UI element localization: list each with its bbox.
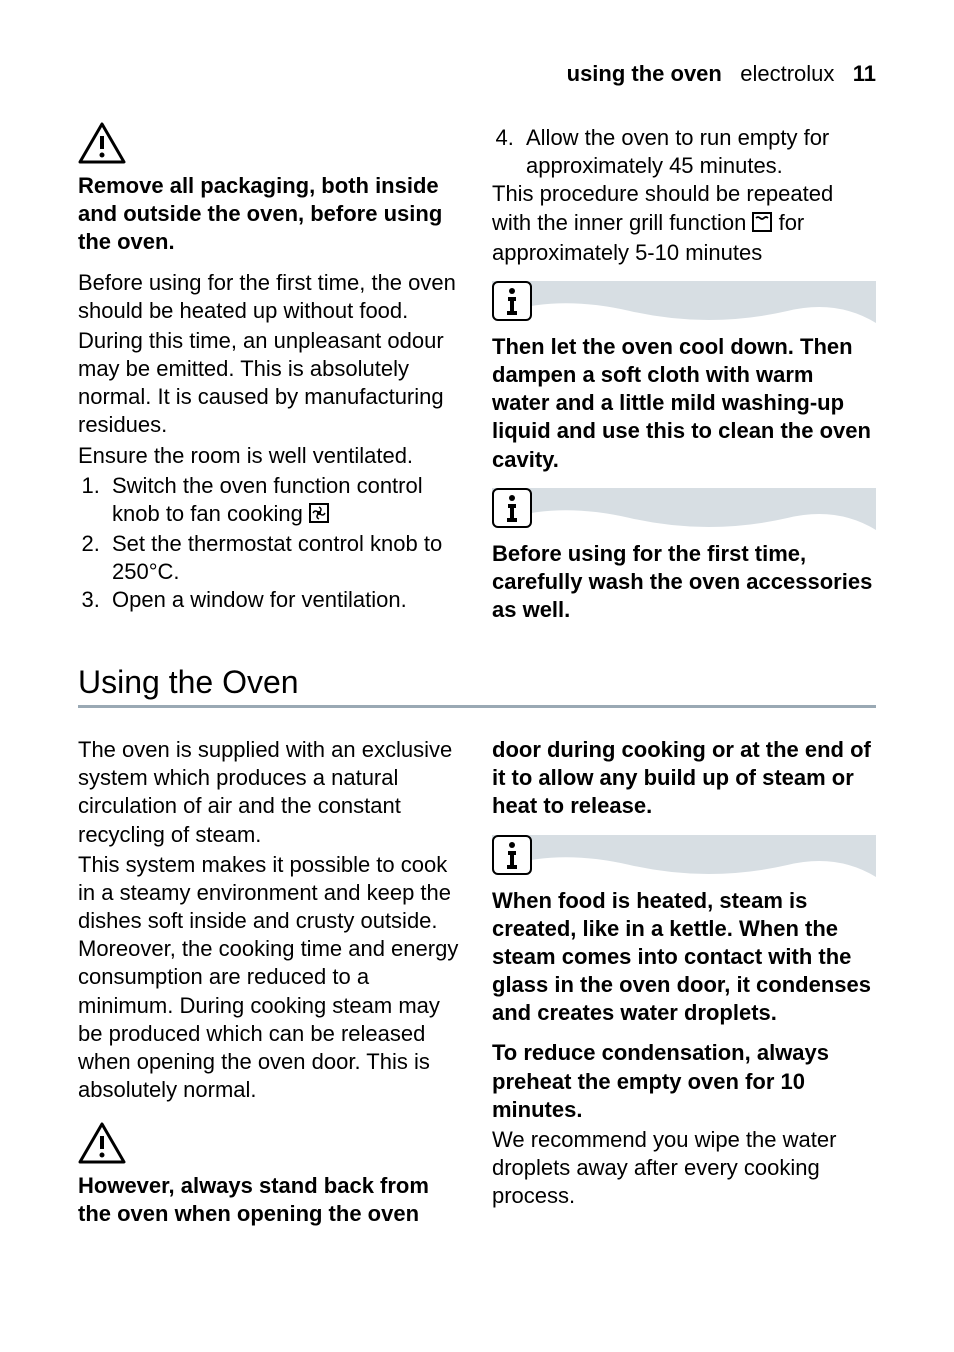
ventilation-note: Ensure the room is well ventilated. xyxy=(78,442,462,470)
warn-text-2: However, always stand back from the oven… xyxy=(78,1172,462,1228)
page-header: using the oven electrolux 11 xyxy=(78,60,876,88)
top-right-col: Allow the oven to run empty for approxim… xyxy=(492,122,876,626)
list-item: Allow the oven to run empty for approxim… xyxy=(520,124,876,180)
steam-info: When food is heated, steam is created, l… xyxy=(492,887,876,1028)
bottom-right-col: door during cooking or at the end of it … xyxy=(492,736,876,1230)
header-section: using the oven xyxy=(567,61,722,86)
list-item: Switch the oven function control knob to… xyxy=(106,472,462,530)
info-icon xyxy=(492,488,532,528)
list-item: Open a window for ventilation. xyxy=(106,586,462,614)
info-banner-1 xyxy=(492,281,876,323)
header-page: 11 xyxy=(853,61,876,86)
warn-text-1: Remove all packaging, both inside and ou… xyxy=(78,172,462,256)
info-icon xyxy=(492,281,532,321)
section-title: Using the Oven xyxy=(78,662,876,703)
bottom-left-col: The oven is supplied with an exclusive s… xyxy=(78,736,462,1230)
bottom-columns: The oven is supplied with an exclusive s… xyxy=(78,736,876,1230)
condensation-bold: To reduce condensation, always preheat t… xyxy=(492,1039,876,1123)
info-icon xyxy=(492,835,532,875)
first-use-p1: Before using for the first time, the ove… xyxy=(78,269,462,325)
oven-system-p1: The oven is supplied with an exclusive s… xyxy=(78,736,462,849)
fan-cooking-icon xyxy=(309,502,329,530)
warning-icon xyxy=(78,1122,462,1164)
warning-icon xyxy=(78,122,462,164)
setup-steps-cont: Allow the oven to run empty for approxim… xyxy=(492,124,876,180)
header-brand: electrolux xyxy=(728,61,853,86)
oven-system-p2: This system makes it possible to cook in… xyxy=(78,851,462,1104)
section-divider xyxy=(78,705,876,708)
info-banner-3 xyxy=(492,835,876,877)
repeat-procedure: This procedure should be repeated with t… xyxy=(492,180,876,266)
inner-grill-icon xyxy=(752,211,772,239)
door-warning-cont: door during cooking or at the end of it … xyxy=(492,736,876,820)
setup-steps: Switch the oven function control knob to… xyxy=(78,472,462,615)
wipe-recommendation: We recommend you wipe the water droplets… xyxy=(492,1126,876,1210)
first-use-p2: During this time, an unpleasant odour ma… xyxy=(78,327,462,440)
list-item: Set the thermostat control knob to 250°C… xyxy=(106,530,462,586)
info-banner-2 xyxy=(492,488,876,530)
top-columns: Remove all packaging, both inside and ou… xyxy=(78,122,876,626)
info1-text: Then let the oven cool down. Then dampen… xyxy=(492,333,876,474)
info2-text: Before using for the first time, careful… xyxy=(492,540,876,624)
top-left-col: Remove all packaging, both inside and ou… xyxy=(78,122,462,626)
